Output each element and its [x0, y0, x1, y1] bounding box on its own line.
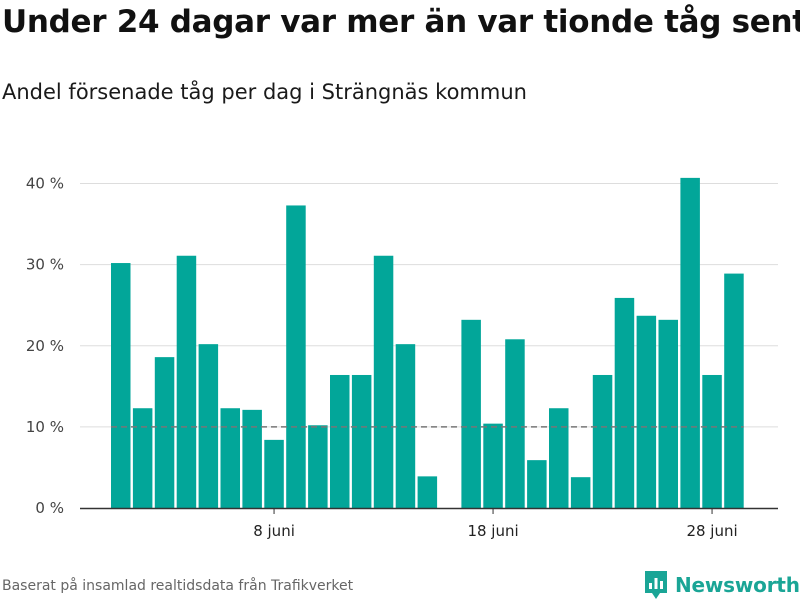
bar — [483, 423, 503, 508]
bar — [286, 205, 306, 508]
bar — [570, 477, 591, 508]
bar — [308, 425, 328, 508]
x-tick-label: 8 juni — [253, 522, 295, 540]
x-tick-label: 18 juni — [467, 522, 518, 540]
bar — [702, 374, 722, 508]
bar — [724, 273, 744, 508]
bar — [351, 374, 372, 508]
brand-logo: Newsworthy — [643, 569, 800, 601]
bar — [132, 408, 153, 508]
y-tick-label: 0 % — [35, 499, 64, 517]
bar — [330, 374, 350, 508]
y-tick-label: 20 % — [26, 337, 64, 355]
bar — [417, 476, 438, 508]
bar — [176, 255, 197, 508]
chart-subtitle: Andel försenade tåg per dag i Strängnäs … — [2, 80, 527, 104]
source-note: Baserat på insamlad realtidsdata från Tr… — [2, 578, 354, 594]
y-tick-label: 10 % — [26, 418, 64, 436]
bar — [614, 297, 635, 508]
bar — [198, 344, 219, 508]
bar — [549, 408, 569, 508]
bar — [527, 460, 547, 508]
newsworthy-logo-icon — [645, 571, 667, 599]
bar — [242, 409, 262, 508]
bar — [658, 319, 678, 508]
bar — [592, 374, 613, 508]
bar — [220, 408, 240, 508]
bar — [636, 315, 657, 508]
brand-name: Newsworthy — [675, 573, 800, 597]
bar — [680, 177, 700, 508]
bar — [154, 357, 175, 508]
bar — [461, 319, 481, 508]
bar — [373, 255, 394, 508]
y-tick-label: 40 % — [26, 175, 64, 193]
bar — [264, 439, 284, 508]
bar — [505, 339, 525, 508]
chart-title: Under 24 dagar var mer än var tionde tåg… — [2, 4, 800, 40]
y-tick-label: 30 % — [26, 256, 64, 274]
x-tick-label: 28 juni — [686, 522, 737, 540]
bar-chart: 0 % 10 % 20 % 30 % 40 % 8 juni 18 juni 28 juni — [26, 175, 778, 540]
bar — [395, 344, 416, 508]
bar — [111, 263, 131, 508]
